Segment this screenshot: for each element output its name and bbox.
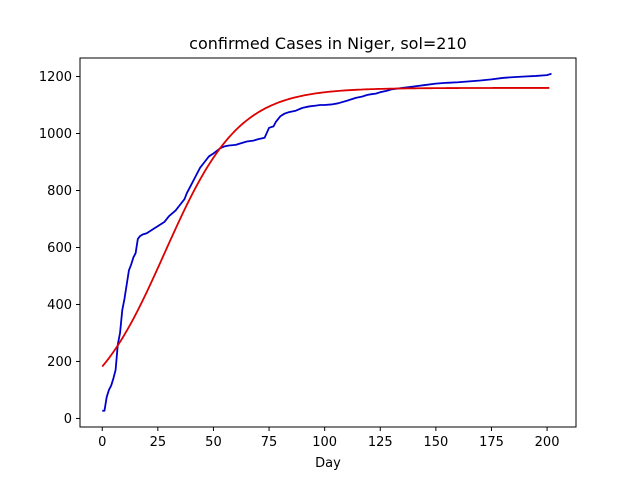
y-tick-label: 0: [64, 412, 72, 427]
x-axis-label: Day: [315, 456, 341, 471]
x-tick-label: 75: [261, 435, 278, 450]
y-tick-label: 600: [47, 241, 72, 256]
plot-frame: [79, 57, 577, 428]
y-tick-label: 400: [47, 298, 72, 313]
x-tick-label: 50: [205, 435, 222, 450]
plot-lines: [101, 72, 552, 412]
x-tick-label: 150: [423, 435, 448, 450]
y-tick-label: 800: [47, 184, 72, 199]
y-tick-label: 200: [47, 355, 72, 370]
y-tick-label: 1000: [39, 127, 72, 142]
x-tick-label: 100: [312, 435, 337, 450]
x-axis-ticks: 0 25 50 75 100 125 150 175 200: [98, 427, 559, 450]
y-axis-ticks: 0 200 400 600 800 1000 1200: [39, 70, 80, 427]
x-tick-label: 175: [479, 435, 504, 450]
x-tick-label: 0: [98, 435, 106, 450]
x-tick-label: 125: [368, 435, 393, 450]
x-tick-label: 25: [150, 435, 167, 450]
fitted-curve-line: [101, 87, 550, 368]
chart-title: confirmed Cases in Niger, sol=210: [189, 34, 467, 53]
y-tick-label: 1200: [39, 70, 72, 85]
x-tick-label: 200: [535, 435, 560, 450]
confirmed-cases-line: [102, 72, 552, 412]
